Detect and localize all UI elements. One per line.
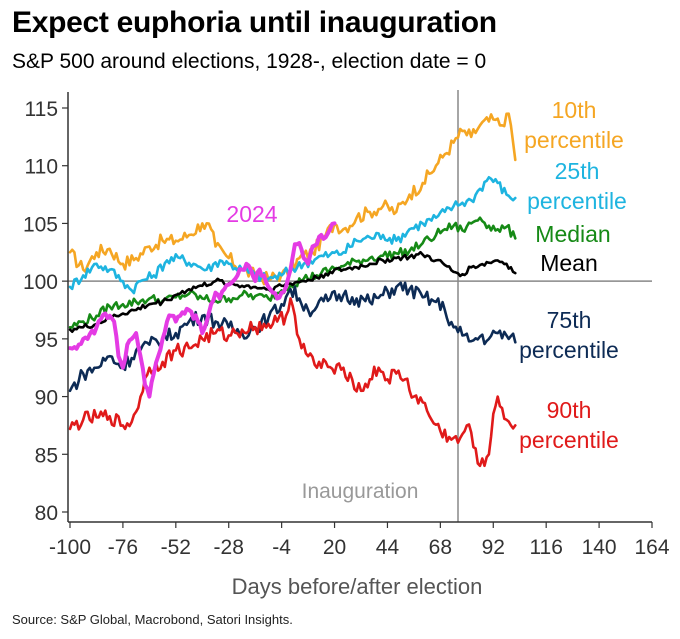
series-label-p90: percentile [519, 427, 619, 453]
x-tick-label: -76 [108, 536, 138, 559]
line-chart: 80 85 90 95 100 105 110 115 -100 -76 -52 -28 -4 20 44 6… [23, 90, 670, 599]
x-tick-label: -52 [161, 536, 191, 559]
series-label-p25: 25th [555, 158, 600, 184]
axes: 80 85 90 95 100 105 110 115 -100 -76 -52 -28 -4 20 44 6… [23, 92, 670, 559]
x-tick-label: 140 [582, 536, 617, 559]
series-label-p90: 90th [547, 397, 592, 423]
x-tick-label: -100 [49, 536, 91, 559]
x-tick-label: -28 [214, 536, 244, 559]
x-tick-label: 92 [482, 536, 505, 559]
chart-title: Expect euphoria until inauguration [12, 6, 497, 39]
series-label-p75: 75th [547, 307, 592, 333]
inauguration-annotation: Inauguration [302, 480, 419, 503]
x-tick-label: 20 [323, 536, 346, 559]
x-tick-label: 68 [429, 536, 452, 559]
y-tick-label: 90 [35, 387, 58, 410]
series-lines [68, 112, 517, 468]
y-tick-label: 85 [35, 444, 58, 467]
series-line-p25 [68, 176, 517, 295]
series-label-p25: percentile [527, 188, 627, 214]
y-tick-label: 110 [25, 156, 58, 179]
y-tick-label: 115 [25, 98, 58, 121]
series-line-median [68, 216, 517, 329]
series-label-p75: percentile [519, 337, 619, 363]
x-tick-label: 116 [529, 536, 562, 559]
reference-lines [68, 90, 652, 522]
series-line-y2024 [68, 221, 337, 399]
series-label-mean: Mean [540, 250, 598, 276]
x-tick-label: 164 [634, 536, 669, 559]
y-tick-label: 95 [35, 329, 58, 352]
x-tick-label: 44 [376, 536, 400, 559]
series-label-y2024: 2024 [226, 201, 277, 227]
y-tick-label: 105 [23, 213, 58, 236]
series-label-median: Median [535, 221, 610, 247]
x-axis-title: Days before/after election [232, 574, 483, 599]
series-label-p10: percentile [524, 127, 624, 153]
series-line-mean [68, 250, 517, 333]
chart-subtitle: S&P 500 around elections, 1928-, electio… [12, 50, 487, 73]
y-tick-label: 80 [35, 502, 58, 525]
series-line-p75 [68, 281, 517, 393]
x-tick-label: -4 [272, 536, 291, 559]
source-note: Source: S&P Global, Macrobond, Satori In… [12, 612, 293, 627]
series-label-p10: 10th [552, 97, 597, 123]
series-labels: 10th percentile 25th percentile Median Mean 75… [226, 97, 626, 453]
y-tick-label: 100 [23, 271, 58, 294]
